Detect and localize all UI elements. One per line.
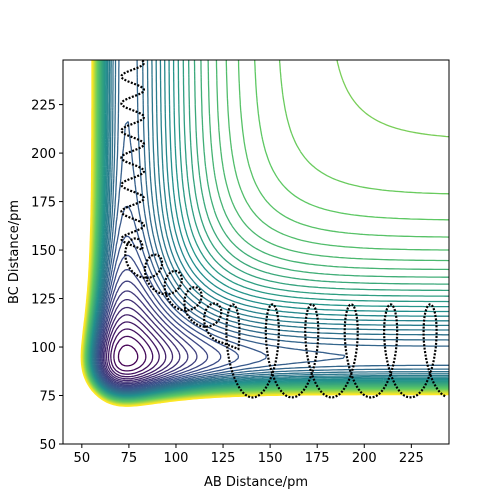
x-tick-label: 75 [121,451,138,466]
contour-line [86,60,449,401]
contour-line [98,254,222,388]
contour-line [97,235,240,389]
contour-line [80,60,449,407]
contour-line [86,60,449,401]
contour-line [94,60,449,392]
contour-line [99,269,209,387]
contour-line [85,60,449,402]
trajectory [120,60,446,399]
x-tick-label: 100 [164,451,189,466]
contour-line [105,314,167,380]
contour-line [110,328,154,375]
y-tick-label: 100 [31,341,56,356]
contour-line [100,280,198,386]
contour-line [93,60,449,393]
contour-line [102,298,181,383]
contour-lines [80,60,449,407]
contour-line [101,290,189,385]
y-tick-label: 150 [31,244,56,259]
x-tick-label: 150 [258,451,283,466]
y-tick-label: 200 [31,147,56,162]
x-tick-label: 200 [352,451,377,466]
contour-line [113,335,147,372]
y-axis-label: BC Distance/pm [7,200,22,304]
x-tick-label: 175 [305,451,330,466]
y-tick-label: 225 [31,99,56,114]
plot-frame [62,59,450,445]
y-tick-label: 125 [31,293,56,308]
contour-line [85,60,449,402]
x-tick-label: 225 [399,451,424,466]
x-tick-label: 50 [74,451,91,466]
y-tick-label: 175 [31,196,56,211]
contour-line [107,321,160,378]
trajectory-path [120,60,446,399]
x-axis-label: AB Distance/pm [204,475,308,490]
y-tick-label: 50 [39,438,56,453]
contour-line [93,60,449,394]
contour-line [104,306,174,382]
x-tick-label: 125 [211,451,236,466]
contour-line [117,344,139,367]
contour-line [85,60,449,402]
y-tick-label: 75 [39,390,56,405]
contour-line [84,60,449,403]
contour-line [92,60,449,394]
